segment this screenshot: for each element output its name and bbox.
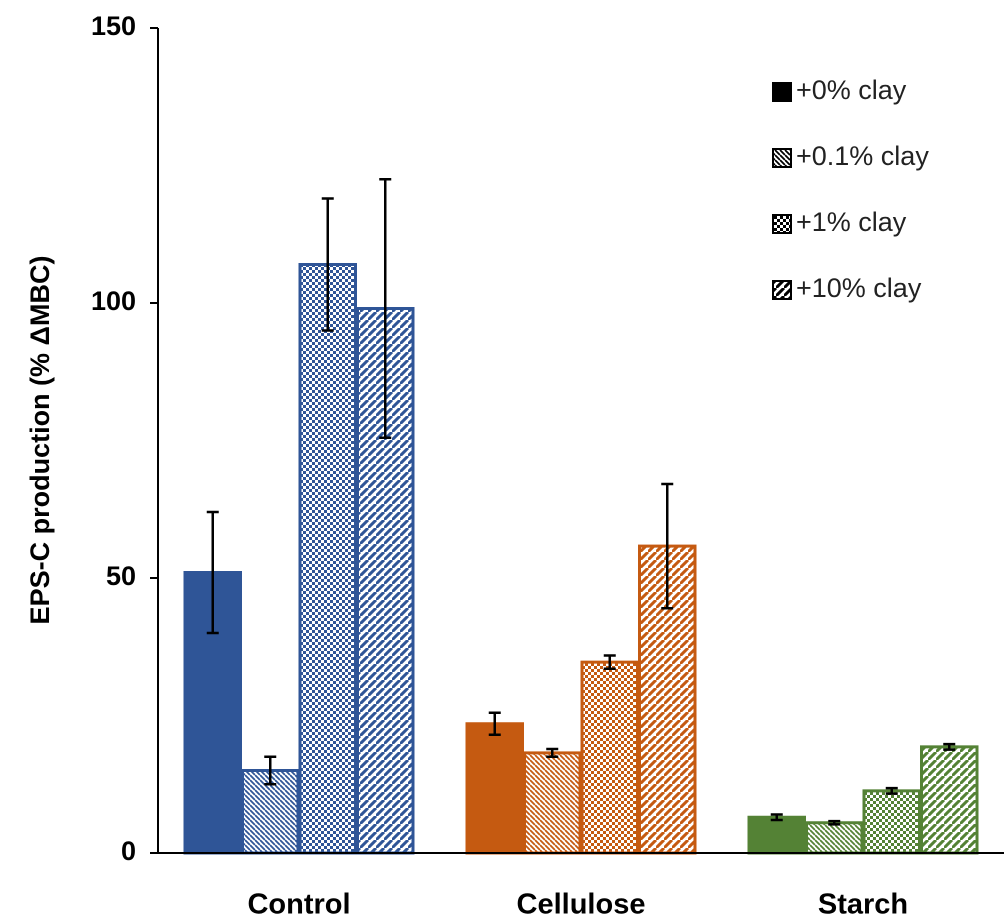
error-bar bbox=[770, 813, 783, 822]
y-tick-label: 50 bbox=[106, 561, 136, 591]
bar bbox=[747, 815, 806, 855]
y-tick-label: 150 bbox=[91, 11, 136, 41]
error-bar bbox=[379, 178, 392, 439]
error-bar bbox=[321, 197, 334, 332]
y-tick-label: 0 bbox=[121, 836, 136, 866]
error-bar bbox=[264, 755, 277, 786]
legend-swatch bbox=[772, 214, 792, 234]
legend-swatch bbox=[772, 82, 792, 102]
error-bar bbox=[603, 654, 616, 670]
x-tick-label: Starch bbox=[818, 889, 908, 921]
error-bar bbox=[488, 711, 501, 736]
legend-label: +0.1% clay bbox=[796, 141, 929, 171]
x-tick-label: Cellulose bbox=[517, 889, 646, 921]
error-bar bbox=[546, 747, 559, 758]
legend-swatch bbox=[772, 148, 792, 168]
legend-label: +10% clay bbox=[796, 273, 922, 303]
legend-label: +0% clay bbox=[796, 75, 907, 105]
bar bbox=[862, 789, 921, 855]
error-bar bbox=[885, 786, 898, 795]
y-axis-label: EPS-C production (% ΔMBC) bbox=[25, 256, 55, 625]
x-tick-label: Control bbox=[247, 889, 350, 921]
error-bar bbox=[943, 742, 956, 751]
error-bar bbox=[206, 510, 219, 635]
legend-swatch bbox=[772, 280, 792, 300]
error-bar bbox=[661, 482, 674, 610]
bar bbox=[523, 751, 582, 855]
bar bbox=[465, 722, 524, 855]
bar bbox=[920, 745, 979, 855]
bar bbox=[298, 263, 357, 855]
bar bbox=[580, 660, 639, 855]
error-bar bbox=[828, 819, 841, 826]
legend-label: +1% clay bbox=[796, 207, 907, 237]
y-tick-label: 100 bbox=[91, 286, 136, 316]
bar bbox=[805, 821, 864, 855]
bar bbox=[356, 307, 415, 855]
